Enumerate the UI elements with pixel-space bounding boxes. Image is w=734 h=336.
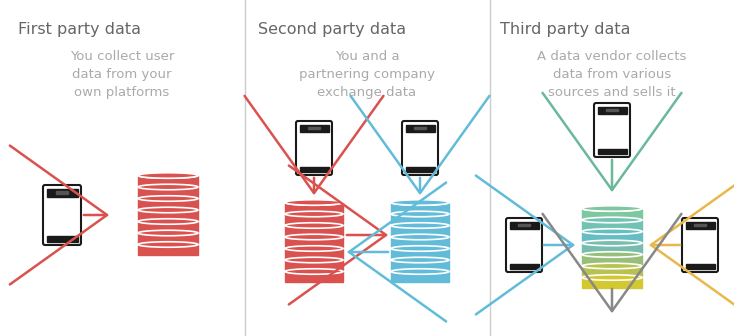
Bar (138, 221, 198, 232)
Text: Third party data: Third party data (500, 22, 631, 37)
Ellipse shape (138, 196, 198, 201)
Ellipse shape (391, 223, 449, 228)
Bar (391, 214, 449, 224)
Bar (582, 209, 642, 218)
Bar (138, 233, 198, 243)
Bar (46, 188, 78, 197)
Bar (138, 199, 198, 209)
Ellipse shape (582, 206, 642, 211)
Text: A data vendor collects
data from various
sources and sells it: A data vendor collects data from various… (537, 50, 687, 99)
Ellipse shape (582, 252, 642, 257)
Ellipse shape (391, 246, 449, 251)
Bar (138, 210, 198, 220)
Ellipse shape (138, 242, 198, 247)
Bar (285, 249, 343, 258)
Bar (285, 271, 343, 282)
Ellipse shape (285, 234, 343, 240)
Bar (405, 125, 435, 132)
Bar (285, 260, 343, 270)
Ellipse shape (391, 257, 449, 263)
Ellipse shape (391, 269, 449, 274)
Ellipse shape (391, 200, 449, 205)
FancyBboxPatch shape (296, 121, 332, 175)
Ellipse shape (582, 275, 642, 280)
FancyBboxPatch shape (594, 103, 630, 157)
Ellipse shape (285, 200, 343, 205)
Bar (285, 237, 343, 247)
Bar (391, 249, 449, 258)
Bar (606, 109, 617, 111)
Ellipse shape (138, 173, 198, 178)
FancyBboxPatch shape (506, 218, 542, 272)
Bar (694, 224, 705, 226)
Bar (46, 236, 78, 242)
Bar (299, 167, 329, 171)
Text: You and a
partnering company
exchange data: You and a partnering company exchange da… (299, 50, 435, 99)
Ellipse shape (582, 229, 642, 234)
Bar (509, 263, 539, 268)
Ellipse shape (391, 234, 449, 240)
Bar (391, 237, 449, 247)
Bar (582, 266, 642, 276)
Text: Second party data: Second party data (258, 22, 406, 37)
Bar (597, 149, 627, 154)
Ellipse shape (582, 240, 642, 246)
Bar (138, 245, 198, 254)
Bar (597, 107, 627, 114)
Text: First party data: First party data (18, 22, 141, 37)
Bar (138, 175, 198, 185)
Ellipse shape (138, 184, 198, 190)
Ellipse shape (285, 200, 343, 205)
Ellipse shape (138, 207, 198, 213)
Ellipse shape (138, 173, 198, 178)
Bar (686, 263, 714, 268)
Ellipse shape (582, 217, 642, 223)
Bar (509, 221, 539, 229)
Bar (391, 225, 449, 236)
Bar (391, 271, 449, 282)
FancyBboxPatch shape (43, 185, 81, 245)
Bar (582, 232, 642, 242)
Bar (56, 191, 68, 194)
Bar (518, 224, 530, 226)
Bar (391, 260, 449, 270)
Bar (405, 167, 435, 171)
Ellipse shape (582, 206, 642, 211)
Bar (391, 203, 449, 212)
Bar (415, 127, 426, 129)
Bar (582, 220, 642, 230)
Bar (582, 254, 642, 264)
Bar (138, 187, 198, 197)
Ellipse shape (285, 211, 343, 217)
Bar (308, 127, 319, 129)
FancyBboxPatch shape (402, 121, 438, 175)
Bar (285, 214, 343, 224)
FancyBboxPatch shape (682, 218, 718, 272)
Bar (582, 243, 642, 253)
Ellipse shape (285, 223, 343, 228)
Bar (582, 278, 642, 288)
Ellipse shape (138, 219, 198, 224)
Bar (285, 203, 343, 212)
Ellipse shape (285, 269, 343, 274)
Bar (686, 221, 714, 229)
Bar (299, 125, 329, 132)
Ellipse shape (285, 246, 343, 251)
Ellipse shape (285, 257, 343, 263)
Ellipse shape (138, 230, 198, 236)
Ellipse shape (391, 200, 449, 205)
Ellipse shape (582, 263, 642, 269)
Text: You collect user
data from your
own platforms: You collect user data from your own plat… (70, 50, 174, 99)
Ellipse shape (391, 211, 449, 217)
Bar (285, 225, 343, 236)
